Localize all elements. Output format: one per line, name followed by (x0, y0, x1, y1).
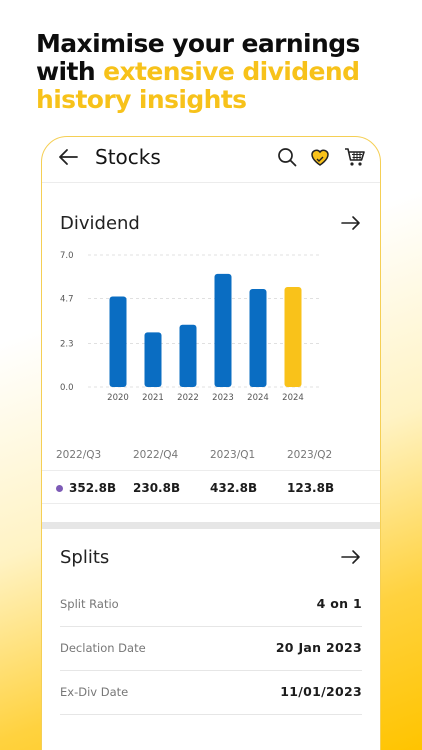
x-tick-label: 2021 (142, 393, 164, 403)
split-ratio-label: Split Ratio (60, 597, 119, 611)
search-icon[interactable] (276, 146, 298, 172)
heart-icon[interactable] (308, 145, 332, 173)
bar (284, 287, 302, 387)
series-dot-icon (56, 485, 63, 492)
splits-arrow-icon[interactable] (340, 548, 362, 570)
quarter-value: 123.8B (287, 481, 335, 495)
headline-line-3: history insights (36, 85, 247, 114)
quarter-label: 2023/Q2 (287, 449, 333, 461)
bar (109, 296, 127, 387)
headline: Maximise your earnings with extensive di… (36, 30, 406, 114)
app-bar: Stocks (42, 137, 380, 183)
value-row: 352.8B 230.8B 432.8B 123.8B (42, 481, 380, 501)
x-tick-label: 2024 (247, 393, 269, 403)
headline-line-1: Maximise your earnings (36, 29, 360, 58)
quarter-label: 2023/Q1 (210, 449, 256, 461)
y-tick-label: 7.0 (60, 251, 74, 261)
x-tick-label: 2023 (212, 393, 234, 403)
bar (214, 273, 232, 387)
headline-line-2-accent: extensive dividend (103, 57, 360, 86)
declaration-date-row: Declation Date 20 Jan 2023 (60, 627, 362, 671)
declaration-date-value: 20 Jan 2023 (275, 640, 362, 655)
quarter-label: 2022/Q4 (133, 449, 179, 461)
phone-frame: Stocks Dividend 7.0 4.7 2.3 0.0 2020 2021 2022… (41, 136, 381, 750)
quarter-value: 432.8B (210, 481, 258, 495)
bar (144, 332, 162, 387)
bar (179, 324, 197, 387)
bar (249, 288, 267, 387)
quarter-value: 230.8B (133, 481, 181, 495)
section-separator (42, 522, 380, 529)
declaration-date-label: Declation Date (60, 641, 146, 655)
ex-div-date-row: Ex-Div Date 11/01/2023 (60, 671, 362, 715)
divider (42, 503, 380, 504)
split-ratio-value: 4 on 1 (316, 596, 362, 611)
splits-title: Splits (60, 547, 110, 568)
ex-div-date-value: 11/01/2023 (280, 684, 362, 699)
cart-icon[interactable] (343, 145, 367, 173)
headline-line-2-plain: with (36, 57, 104, 86)
x-tick-label: 2024 (282, 393, 304, 403)
quarter-value: 352.8B (69, 481, 117, 495)
y-tick-label: 4.7 (60, 294, 74, 304)
split-ratio-row: Split Ratio 4 on 1 (60, 583, 362, 627)
headline-line-2: with extensive dividend (36, 58, 406, 86)
quarter-label: 2022/Q3 (56, 449, 102, 461)
quarter-row: 2022/Q3 2022/Q4 2023/Q1 2023/Q2 (42, 449, 380, 469)
y-tick-label: 0.0 (60, 383, 74, 393)
dividend-title: Dividend (60, 213, 140, 234)
dividend-arrow-icon[interactable] (340, 214, 362, 236)
x-tick-label: 2020 (107, 393, 129, 403)
ex-div-date-label: Ex-Div Date (60, 685, 129, 699)
page-title: Stocks (95, 145, 161, 169)
y-tick-label: 2.3 (60, 340, 74, 350)
x-tick-label: 2022 (177, 393, 199, 403)
divider (42, 470, 380, 471)
dividend-chart: 7.0 4.7 2.3 0.0 2020 2021 2022 2023 2024 2024 (60, 251, 322, 403)
back-arrow-icon[interactable] (56, 145, 80, 173)
